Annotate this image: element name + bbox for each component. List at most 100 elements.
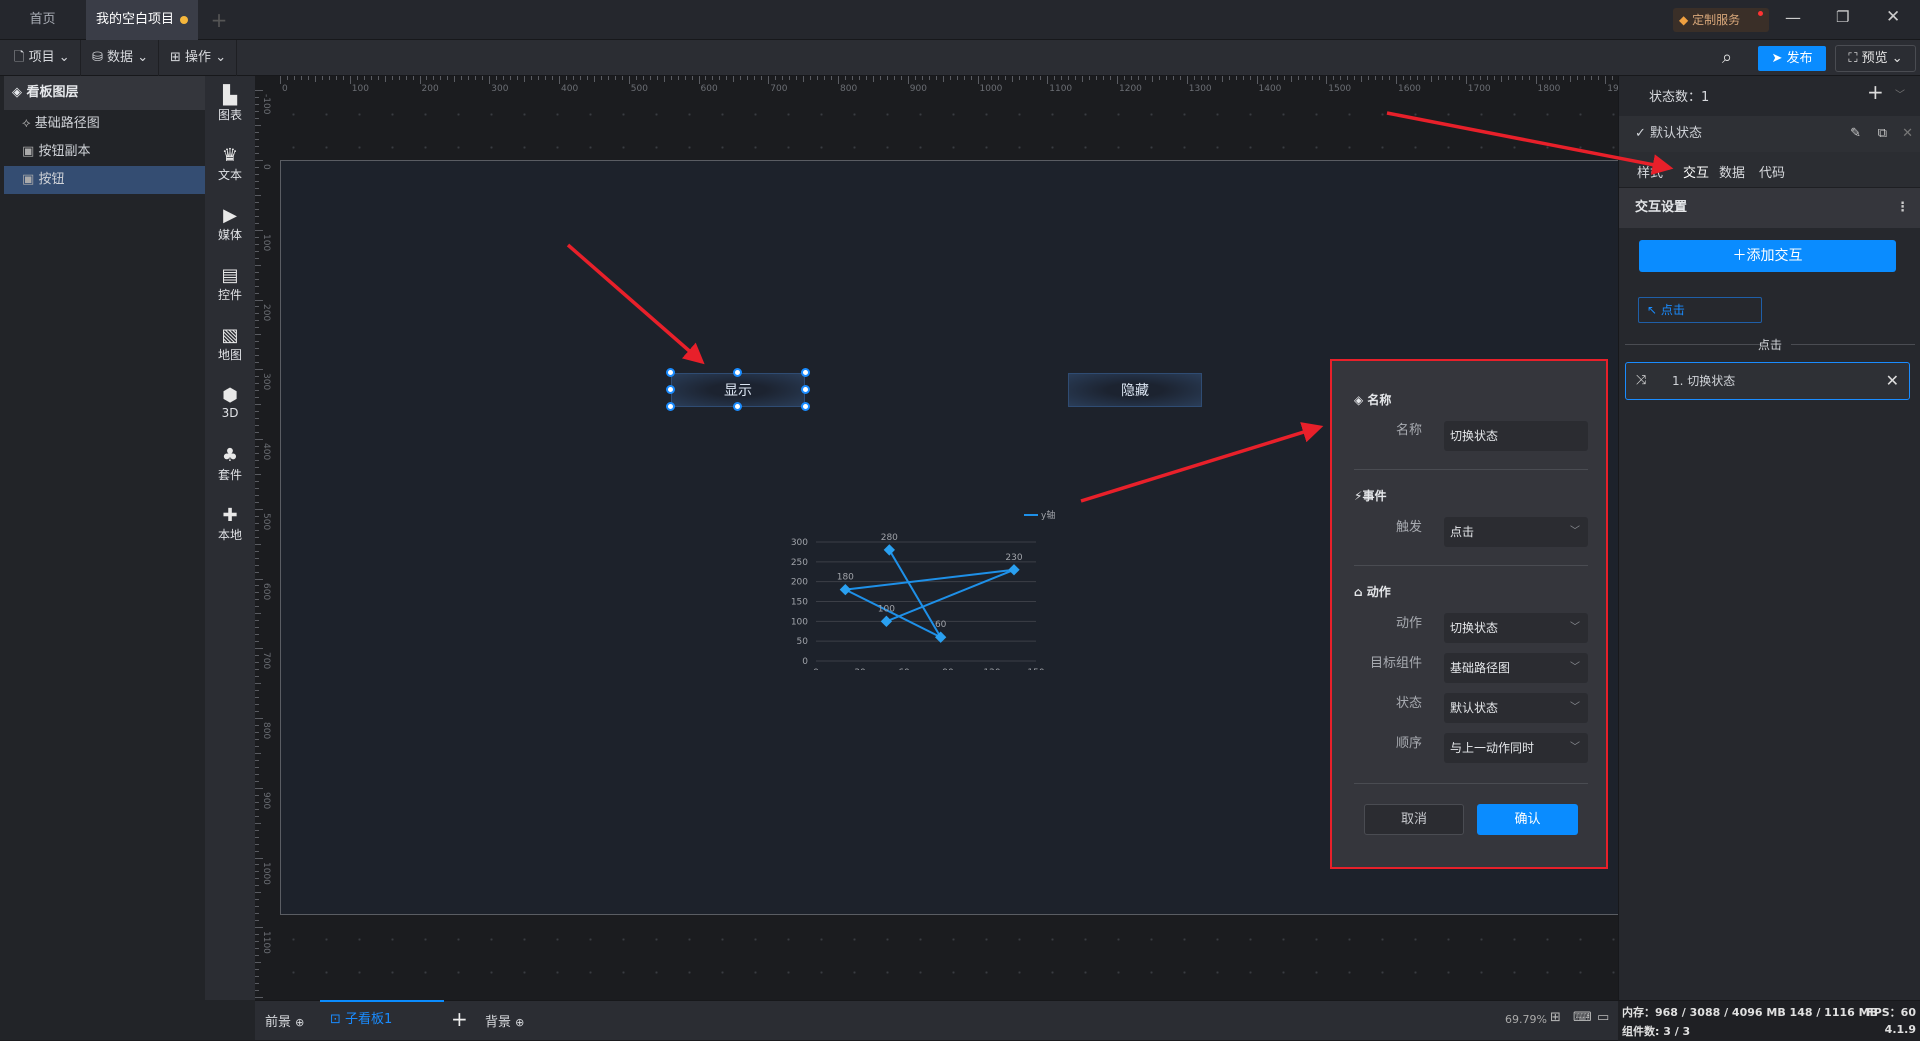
ruler-tick [1430,76,1432,82]
tab-style[interactable]: 样式 [1637,166,1664,181]
publish-button[interactable]: ➤ 发布 [1758,46,1826,71]
chevron-down-icon[interactable]: ﹀ [1895,90,1905,101]
add-tab-button[interactable]: + [210,8,228,32]
resize-handle[interactable] [801,385,810,394]
terminal-icon[interactable]: ▭ [1597,1010,1610,1025]
ruler-tick [796,76,798,80]
resize-handle[interactable] [666,385,675,394]
zoom-level[interactable]: 69.79% [1505,1013,1547,1026]
ruler-tick [255,752,261,754]
ruler-tick [1151,76,1153,82]
add-circle-icon[interactable]: ⊕ [295,1016,305,1029]
component-map[interactable]: ▧ 地图 [205,326,255,363]
interaction-item[interactable]: ⤨ 1. 切换状态 ✕ [1625,362,1910,400]
menu-data[interactable]: ⛁ 数据 ⌄ [82,40,160,76]
edit-icon[interactable]: ✎ [1850,126,1861,141]
target-select[interactable]: 基础路径图 ﹀ [1444,653,1588,683]
more-icon[interactable]: ⋮ [1896,200,1909,215]
custom-service-button[interactable]: ◆ 定制服务 [1673,8,1769,32]
ruler-tick [663,76,665,82]
ruler-tick [1549,76,1551,80]
component-media[interactable]: ▶ 媒体 [205,206,255,243]
add-state-icon[interactable]: + [1867,80,1884,104]
search-icon[interactable]: ⌕ [1722,47,1733,68]
layer-item[interactable]: ⟡ 基础路径图 [4,110,205,138]
ruler-tick [970,76,972,80]
interaction-settings-header: 交互设置 ⋮ [1619,188,1920,228]
state-select[interactable]: 默认状态 ﹀ [1444,693,1588,723]
section-title: 名称 [1367,393,1392,407]
ruler-tick [1144,76,1146,80]
tab-project[interactable]: 我的空白项目 [86,0,198,40]
ruler-tick [1221,76,1223,82]
component-kit[interactable]: ♣ 套件 [205,446,255,483]
layer-item[interactable]: ▣ 按钮副本 [4,138,205,166]
cancel-button[interactable]: 取消 [1364,804,1464,835]
hide-button-component[interactable]: 隐藏 [1068,373,1202,407]
confirm-button[interactable]: 确认 [1477,804,1578,835]
show-button-component[interactable]: 显示 [671,373,805,407]
ruler-tick [255,201,259,203]
resize-handle[interactable] [733,368,742,377]
tab-home[interactable]: 首页 [29,12,56,27]
ruler-tick [1409,76,1411,80]
tab-code[interactable]: 代码 [1759,166,1786,181]
ruler-tick [1214,76,1216,80]
component-local[interactable]: ✚ 本地 [205,506,255,543]
resize-handle[interactable] [733,402,742,411]
ruler-tick [1291,76,1293,82]
resize-handle[interactable] [801,402,810,411]
section-title: 交互设置 [1635,200,1688,215]
component-bar: ▙ 图表 ♛ 文本 ▶ 媒体 ▤ 控件 ▧ 地图 ⬢ 3D ♣ 套件 ✚ 本地 [205,76,255,1000]
tab-data[interactable]: 数据 [1719,166,1746,181]
shuffle-icon: ⤨ [1636,373,1647,388]
keyboard-icon[interactable]: ⌨ [1573,1010,1592,1025]
ruler-tick [1012,76,1014,82]
diamond-icon: ◆ [1679,13,1689,27]
minimize-icon[interactable]: — [1785,8,1801,27]
path-chart[interactable]: 0 50 100 150 200 250 300 0 30 60 90 120 150 280 60 180 2… [780,500,1060,670]
component-chart[interactable]: ▙ 图表 [205,86,255,123]
subboard-tab[interactable]: ⊡ 子看板1 [320,1000,444,1040]
foreground-tab[interactable]: 前景 ⊕ [265,1011,304,1030]
background-label: 背景 [485,1015,512,1030]
component-control[interactable]: ▤ 控件 [205,266,255,303]
menu-operation[interactable]: ⊞ 操作 ⌄ [160,40,238,76]
ruler-tick [768,76,770,84]
layer-item-selected[interactable]: ▣ 按钮 [4,166,205,194]
add-subboard-button[interactable]: + [451,1007,468,1031]
divider [1354,565,1588,566]
remove-interaction-icon[interactable]: ✕ [1885,371,1899,390]
ruler-tick [482,76,484,80]
resize-handle[interactable] [666,368,675,377]
component-text[interactable]: ♛ 文本 [205,146,255,183]
menu-project[interactable]: 🗋 项目 ⌄ [4,40,81,76]
resize-handle[interactable] [666,402,675,411]
name-input[interactable]: 切换状态 [1444,421,1588,451]
delete-icon[interactable]: ✕ [1902,126,1913,141]
ruler-tick [255,369,263,371]
close-window-icon[interactable]: ✕ [1886,7,1901,27]
ruler-tick [1158,76,1160,80]
order-select[interactable]: 与上一动作同时 ﹀ [1444,733,1588,763]
component-label: 本地 [217,528,242,542]
ruler-tick [255,515,259,517]
tab-interaction[interactable]: 交互 [1677,162,1716,191]
event-chip-click[interactable]: ↖ 点击 [1638,297,1762,323]
ruler-tick [255,941,259,943]
component-3d[interactable]: ⬢ 3D [205,386,255,421]
restore-icon[interactable]: ❐ [1836,8,1850,26]
add-circle-icon[interactable]: ⊕ [515,1016,525,1029]
background-tab[interactable]: 背景 ⊕ [485,1011,524,1030]
ruler-horizontal: -100010020030040050060070080090010001100… [255,76,1618,98]
resize-handle[interactable] [801,368,810,377]
action-select[interactable]: 切换状态 ﹀ [1444,613,1588,643]
preview-button[interactable]: ⛶ 预览 ⌄ [1835,45,1916,72]
state-row-default[interactable]: ✓ 默认状态 ✎ ⧉ ✕ [1619,116,1920,152]
add-interaction-button[interactable]: ＋添加交互 [1639,240,1896,272]
layer-label: 按钮副本 [38,144,91,159]
trigger-select[interactable]: 点击 ﹀ [1444,517,1588,547]
ruler-tick [1186,76,1188,84]
fit-screen-icon[interactable]: ⊞ [1550,1010,1561,1025]
copy-icon[interactable]: ⧉ [1877,126,1887,141]
